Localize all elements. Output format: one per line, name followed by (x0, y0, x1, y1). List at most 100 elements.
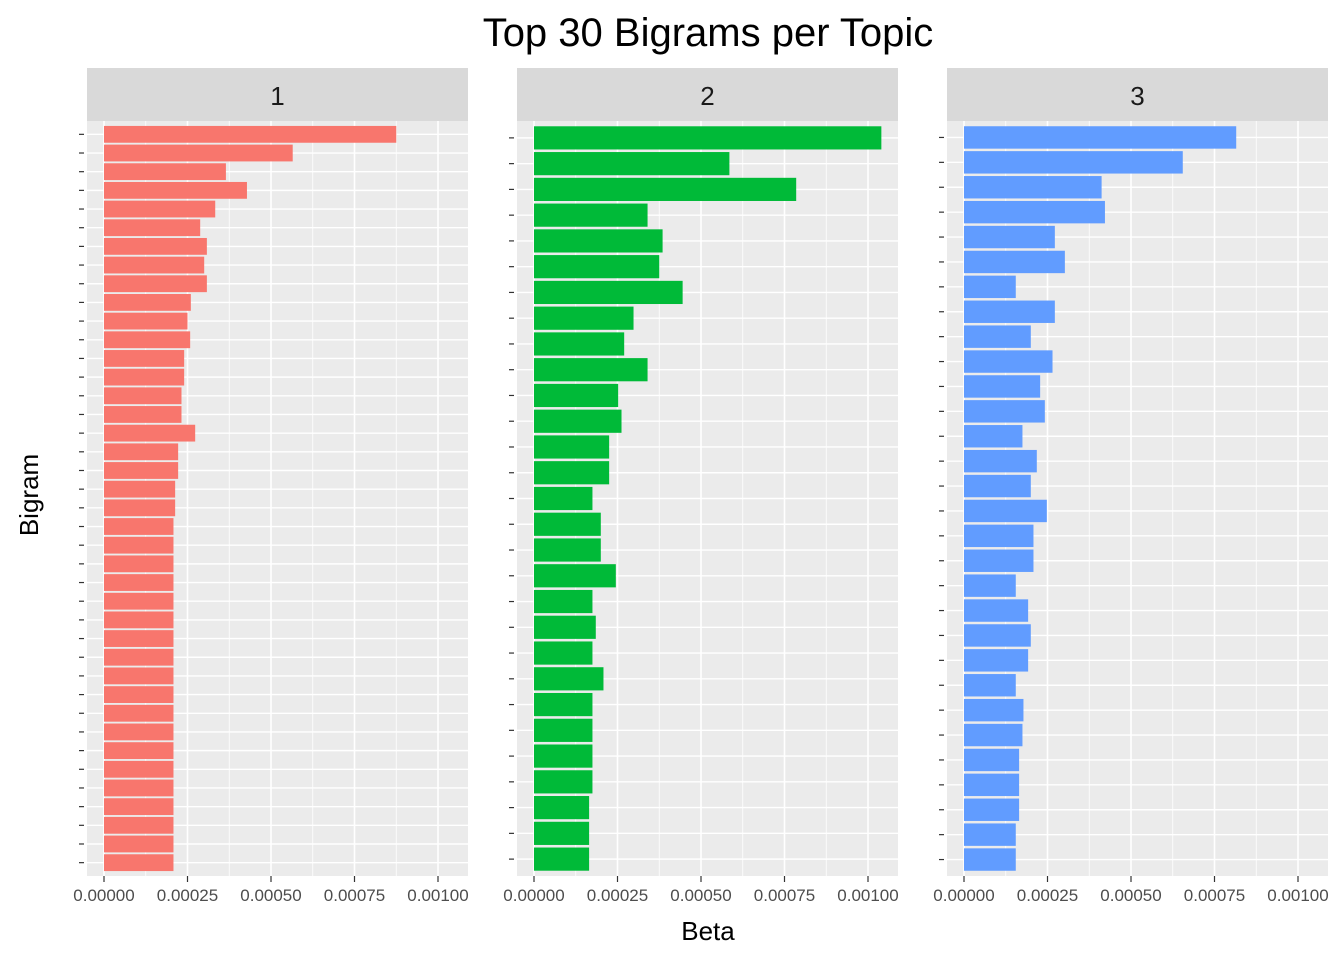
x-tick-label: 0.00100 (407, 886, 468, 905)
bar (964, 250, 1065, 274)
x-tick-label: 0.00000 (503, 886, 564, 905)
bar (104, 667, 174, 685)
x-tick-label: 0.00100 (837, 886, 898, 905)
bar (964, 200, 1105, 224)
bar (534, 564, 616, 588)
bar (534, 512, 601, 536)
bar (104, 144, 293, 162)
bar (104, 723, 174, 741)
bar (534, 847, 590, 871)
bar (104, 686, 174, 703)
bar (964, 151, 1183, 174)
bar (534, 177, 797, 201)
bar (104, 462, 179, 479)
bar (534, 461, 610, 485)
bar (534, 383, 619, 408)
x-tick-label: 0.00075 (324, 886, 385, 905)
bar (104, 798, 174, 816)
bar (104, 611, 174, 629)
bar (534, 538, 601, 562)
bar (534, 332, 625, 356)
bar (104, 181, 247, 199)
bar (964, 225, 1055, 249)
bar (964, 549, 1034, 572)
bar (964, 400, 1045, 423)
bar (964, 599, 1029, 622)
bar (964, 798, 1020, 821)
bar (534, 744, 593, 768)
bar (964, 499, 1047, 523)
bar (964, 823, 1016, 846)
bar (964, 350, 1053, 373)
bar (534, 796, 590, 820)
bar (104, 779, 174, 797)
bar (964, 624, 1031, 647)
bar (104, 592, 174, 610)
bar (964, 425, 1023, 448)
y-axis-title: Bigram (14, 454, 44, 536)
bar (534, 718, 593, 742)
bar (964, 674, 1016, 697)
bar (534, 126, 882, 150)
bar (534, 667, 604, 691)
x-tick-label: 0.00025 (157, 886, 218, 905)
bar (534, 409, 622, 433)
bar (534, 770, 593, 794)
x-axis-title: Beta (681, 916, 735, 946)
x-tick-label: 0.00050 (1100, 886, 1161, 905)
bar (104, 256, 205, 274)
bar (104, 443, 179, 461)
bar (104, 536, 174, 554)
bar (964, 375, 1041, 398)
bar (104, 518, 174, 535)
bar (104, 237, 207, 255)
bar (104, 648, 174, 666)
bar (534, 229, 663, 253)
bar (964, 748, 1020, 772)
bar (534, 692, 593, 717)
bar (104, 704, 174, 722)
facet-panel-2: 2 0.00000 0.00025 0.00050 0.00075 0.00100 (503, 68, 899, 905)
x-tick-label: 0.00050 (240, 886, 301, 905)
x-tick-label: 0.00000 (73, 886, 134, 905)
bar (534, 589, 593, 614)
bar (104, 163, 226, 181)
bar (964, 474, 1031, 498)
bar (964, 300, 1055, 323)
bar (964, 524, 1034, 548)
bar (104, 275, 207, 293)
bar (104, 125, 397, 143)
bar (104, 424, 196, 442)
facet-panel-3: 3 0.00000 0.00025 0.00050 0.00075 0.00100 (933, 68, 1329, 905)
bar (104, 742, 174, 760)
facet-strip (87, 68, 468, 121)
x-tick-label: 0.00050 (670, 886, 731, 905)
bar (104, 219, 201, 237)
bar (104, 294, 191, 311)
bar (964, 176, 1102, 199)
bar (104, 816, 174, 834)
x-tick-label: 0.00075 (754, 886, 815, 905)
bar (534, 306, 634, 330)
bar (964, 649, 1029, 672)
x-tick-label: 0.00025 (587, 886, 648, 905)
facet-strip-label: 3 (1130, 81, 1144, 111)
bar (964, 325, 1031, 348)
facet-panel-1: 1 0.00000 0.00025 0.00050 0.00075 0.00100 (73, 68, 469, 905)
bar (964, 574, 1016, 597)
bar (964, 773, 1020, 797)
bar (104, 350, 185, 367)
bar (534, 486, 593, 511)
bar (534, 821, 590, 845)
bar (104, 499, 176, 517)
facets-layer: 1 0.00000 0.00025 0.00050 0.00075 0.00100 2 0.0… (73, 68, 1329, 905)
facet-strip-label: 2 (700, 81, 714, 111)
facet-strip (947, 68, 1328, 121)
bar (534, 280, 683, 305)
bar (964, 848, 1016, 871)
bar (534, 152, 730, 176)
bar (104, 760, 174, 778)
bar (964, 126, 1237, 149)
facet-strip-label: 1 (270, 81, 284, 111)
